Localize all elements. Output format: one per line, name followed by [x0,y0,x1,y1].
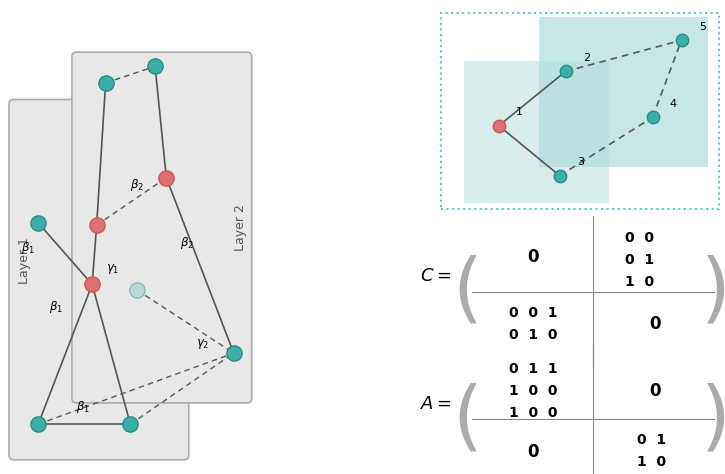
Point [228,349,239,357]
Text: $A=$: $A=$ [420,395,452,413]
Point [86,281,98,288]
Text: 0  0  1: 0 0 1 [509,306,558,320]
Text: Layer 1: Layer 1 [18,237,31,284]
Text: 0: 0 [649,383,660,401]
Text: 0  1: 0 1 [637,433,666,447]
Text: ): ) [701,383,725,456]
Point [33,420,44,428]
Point [493,122,505,129]
Text: ): ) [701,255,725,328]
Text: 0  1  1: 0 1 1 [509,363,558,376]
Text: $\beta_1$: $\beta_1$ [21,240,35,256]
Text: $\beta_2$: $\beta_2$ [130,177,144,193]
Text: $C=$: $C=$ [420,267,452,285]
Text: (: ( [452,255,483,328]
Text: 0: 0 [527,443,539,461]
Text: 1  0  0: 1 0 0 [509,406,558,420]
Text: 0  1: 0 1 [625,253,654,267]
Text: 1  0: 1 0 [625,275,654,289]
Text: $\gamma_1$: $\gamma_1$ [106,262,119,276]
Point [160,174,172,182]
Text: 0  1  0: 0 1 0 [509,328,558,342]
Text: 0: 0 [527,248,539,266]
Point [100,79,112,87]
Text: 0: 0 [649,315,660,333]
Text: 5: 5 [699,22,706,32]
Point [676,36,687,44]
Text: 0  0: 0 0 [625,231,654,246]
FancyBboxPatch shape [9,100,188,460]
Text: $\gamma_2$: $\gamma_2$ [196,337,209,351]
Point [33,219,44,227]
Point [647,114,658,121]
Text: 3: 3 [577,157,584,167]
Point [91,221,102,229]
Point [149,63,161,70]
Point [560,68,571,75]
FancyBboxPatch shape [72,52,252,403]
FancyBboxPatch shape [539,17,708,167]
Text: $\beta_1$: $\beta_1$ [49,300,63,316]
FancyBboxPatch shape [441,13,719,209]
Text: 1  0  0: 1 0 0 [509,384,558,398]
Text: Layer 2: Layer 2 [234,204,247,251]
Text: 2: 2 [583,53,590,63]
Text: 4: 4 [670,99,677,109]
Point [131,286,143,294]
Text: 1  0: 1 0 [637,455,666,469]
Text: $\beta_1$: $\beta_1$ [76,399,90,415]
Text: (: ( [452,383,483,456]
Point [125,420,136,428]
Point [554,172,566,180]
Text: $\beta_2$: $\beta_2$ [180,236,194,252]
Text: 1: 1 [516,108,523,118]
FancyBboxPatch shape [464,61,609,203]
